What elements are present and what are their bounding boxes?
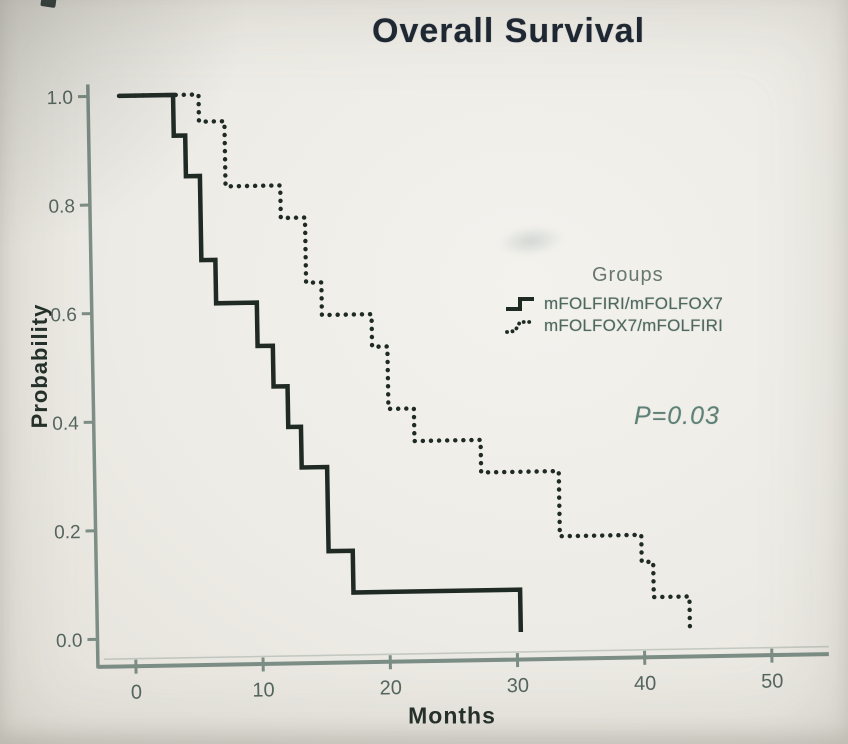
legend-item-solid: mFOLFIRI/mFOLFOX7 (504, 293, 754, 315)
legend: Groups mFOLFIRI/mFOLFOX7 mFOLFOX7/mFOLFI… (504, 264, 754, 337)
x-tick-label: 40 (634, 673, 657, 695)
y-tick-label: 0.2 (54, 522, 81, 543)
y-tick-label: 0.6 (50, 305, 77, 326)
x-tick-label: 50 (761, 670, 784, 692)
legend-label-dotted: mFOLFOX7/mFOLFIRI (544, 316, 724, 335)
p-value-annotation: P=0.03 (634, 402, 720, 430)
chart-title: Overall Survival (372, 12, 646, 50)
x-tick-label: 30 (507, 675, 530, 697)
y-tick-label: 1.0 (46, 88, 73, 109)
y-tick-label: 0.4 (52, 413, 79, 434)
x-tick-label: 20 (379, 677, 402, 699)
x-axis-label: Months (408, 702, 496, 729)
y-tick-label: 0.8 (48, 196, 75, 217)
y-tick-label: 0.0 (56, 631, 83, 652)
x-tick-label: 0 (131, 682, 143, 704)
km-curve-dotted (116, 92, 693, 632)
legend-item-dotted: mFOLFOX7/mFOLFIRI (504, 315, 754, 337)
y-axis-line (86, 84, 100, 669)
km-curve-solid (118, 92, 524, 633)
x-axis-shadow-line (103, 645, 829, 661)
dotted-line-swatch-icon (505, 320, 534, 334)
solid-line-swatch-icon (506, 297, 534, 311)
x-tick-label: 10 (252, 679, 275, 701)
legend-title: Groups (592, 264, 664, 286)
x-axis-line (97, 652, 829, 669)
legend-label-solid: mFOLFIRI/mFOLFOX7 (544, 294, 724, 313)
